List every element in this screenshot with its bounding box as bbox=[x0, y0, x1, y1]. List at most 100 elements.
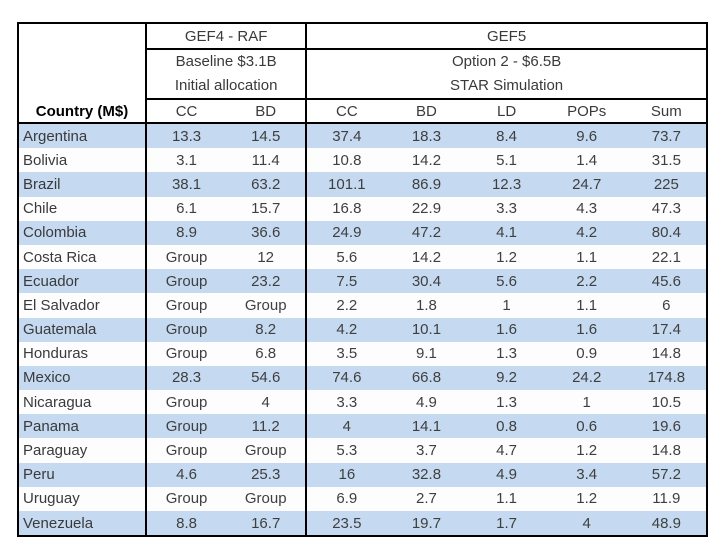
value-cell: 32.8 bbox=[386, 462, 467, 487]
value-cell: 6.1 bbox=[146, 196, 227, 221]
country-cell: Bolivia bbox=[18, 148, 147, 173]
value-cell: 57.2 bbox=[626, 462, 707, 487]
table-row: Costa Rica Group 12 5.6 14.2 1.2 1.1 22.1 bbox=[18, 244, 707, 270]
col-header-gef5-ld: LD bbox=[466, 99, 547, 124]
value-cell: 3.5 bbox=[305, 341, 387, 366]
value-cell: 225 bbox=[626, 172, 707, 197]
table-row: Mexico 28.3 54.6 74.6 66.8 9.2 24.2 174.8 bbox=[18, 365, 707, 391]
value-cell: 14.5 bbox=[226, 123, 307, 149]
value-cell: 18.3 bbox=[386, 123, 467, 149]
table-row: Guatemala Group 8.2 4.2 10.1 1.6 1.6 17.4 bbox=[18, 317, 707, 342]
value-cell: 1 bbox=[546, 390, 627, 415]
gef4-group-title: GEF4 - RAF bbox=[146, 23, 308, 50]
allocation-table: Country (M$) GEF4 - RAF GEF5 Baseline $3… bbox=[17, 22, 708, 538]
value-cell: 19.6 bbox=[626, 414, 707, 439]
value-cell: 5.6 bbox=[466, 269, 547, 294]
gef5-group-title: GEF5 bbox=[306, 23, 707, 50]
value-cell: 1.1 bbox=[546, 293, 627, 318]
value-cell: 3.3 bbox=[466, 196, 547, 221]
country-cell: Costa Rica bbox=[18, 244, 147, 270]
value-cell: 63.2 bbox=[226, 172, 307, 197]
table-row: Brazil 38.1 63.2 101.1 86.9 12.3 24.7 225 bbox=[18, 172, 707, 197]
value-cell: 8.9 bbox=[146, 220, 227, 245]
col-header-gef4-bd: BD bbox=[226, 99, 308, 124]
value-cell: 11.2 bbox=[226, 414, 307, 439]
value-cell: 24.7 bbox=[546, 172, 627, 197]
value-cell: 8.8 bbox=[146, 511, 227, 537]
country-cell: Panama bbox=[18, 414, 147, 439]
value-cell: 14.2 bbox=[386, 148, 467, 173]
value-cell: 5.3 bbox=[305, 438, 387, 463]
country-cell: El Salvador bbox=[18, 293, 147, 318]
value-cell: 0.9 bbox=[546, 341, 627, 366]
value-cell: 1.2 bbox=[546, 438, 627, 463]
value-cell: Group bbox=[146, 293, 227, 318]
table-header: Country (M$) GEF4 - RAF GEF5 Baseline $3… bbox=[18, 23, 707, 124]
gef4-baseline-label: Baseline $3.1B bbox=[175, 53, 277, 70]
value-cell: 3.4 bbox=[546, 462, 627, 487]
value-cell: 16 bbox=[305, 462, 387, 487]
value-cell: 1.3 bbox=[466, 341, 547, 366]
value-cell: 4.2 bbox=[546, 220, 627, 245]
col-header-gef4-cc: CC bbox=[146, 99, 227, 124]
gef5-group-subtitle: Option 2 - $6.5B STAR Simulation bbox=[306, 49, 707, 100]
value-cell: 7.5 bbox=[305, 269, 387, 294]
value-cell: 14.8 bbox=[626, 341, 707, 366]
value-cell: 13.3 bbox=[146, 123, 227, 149]
table-row: Ecuador Group 23.2 7.5 30.4 5.6 2.2 45.6 bbox=[18, 269, 707, 294]
value-cell: 4.6 bbox=[146, 462, 227, 487]
value-cell: Group bbox=[146, 317, 227, 342]
value-cell: 2.2 bbox=[305, 293, 387, 318]
value-cell: 17.4 bbox=[626, 317, 707, 342]
value-cell: 2.2 bbox=[546, 269, 627, 294]
value-cell: 11.4 bbox=[226, 148, 307, 173]
value-cell: Group bbox=[146, 341, 227, 366]
value-cell: 28.3 bbox=[146, 365, 227, 391]
value-cell: 45.6 bbox=[626, 269, 707, 294]
country-cell: Argentina bbox=[18, 123, 147, 149]
value-cell: 47.3 bbox=[626, 196, 707, 221]
value-cell: 14.2 bbox=[386, 244, 467, 270]
value-cell: 1.7 bbox=[466, 511, 547, 537]
value-cell: 10.5 bbox=[626, 390, 707, 415]
group-subtitle-row: Baseline $3.1B Initial allocation Option… bbox=[18, 49, 707, 100]
country-cell: Ecuador bbox=[18, 269, 147, 294]
col-header-gef5-pops: POPs bbox=[546, 99, 627, 124]
value-cell: 19.7 bbox=[386, 511, 467, 537]
value-cell: 174.8 bbox=[626, 365, 707, 391]
table-row: Nicaragua Group 4 3.3 4.9 1.3 1 10.5 bbox=[18, 390, 707, 415]
value-cell: 11.9 bbox=[626, 486, 707, 511]
value-cell: 74.6 bbox=[305, 365, 387, 391]
value-cell: 3.3 bbox=[305, 390, 387, 415]
value-cell: Group bbox=[146, 244, 227, 270]
value-cell: Group bbox=[146, 438, 227, 463]
value-cell: 4.1 bbox=[466, 220, 547, 245]
value-cell: 24.2 bbox=[546, 365, 627, 391]
value-cell: 16.8 bbox=[305, 196, 387, 221]
value-cell: 24.9 bbox=[305, 220, 387, 245]
value-cell: 1.8 bbox=[386, 293, 467, 318]
table-row: Uruguay Group Group 6.9 2.7 1.1 1.2 11.9 bbox=[18, 486, 707, 511]
gef4-allocation-label: Initial allocation bbox=[174, 77, 278, 94]
country-cell: Chile bbox=[18, 196, 147, 221]
value-cell: 4 bbox=[305, 414, 387, 439]
country-cell: Peru bbox=[18, 462, 147, 487]
gef4-group-subtitle: Baseline $3.1B Initial allocation bbox=[146, 49, 308, 100]
country-cell: Mexico bbox=[18, 365, 147, 391]
value-cell: 1.2 bbox=[466, 244, 547, 270]
table-row: Panama Group 11.2 4 14.1 0.8 0.6 19.6 bbox=[18, 414, 707, 439]
value-cell: 23.2 bbox=[226, 269, 307, 294]
value-cell: 12 bbox=[226, 244, 307, 270]
column-label-row: CC BD CC BD LD POPs Sum bbox=[18, 99, 707, 124]
value-cell: 14.8 bbox=[626, 438, 707, 463]
value-cell: 15.7 bbox=[226, 196, 307, 221]
value-cell: Group bbox=[226, 486, 307, 511]
value-cell: 1.6 bbox=[546, 317, 627, 342]
value-cell: Group bbox=[146, 414, 227, 439]
value-cell: 10.8 bbox=[305, 148, 387, 173]
value-cell: 4.3 bbox=[546, 196, 627, 221]
value-cell: 4.2 bbox=[305, 317, 387, 342]
value-cell: 9.2 bbox=[466, 365, 547, 391]
value-cell: 37.4 bbox=[305, 123, 387, 149]
table-body: Argentina 13.3 14.5 37.4 18.3 8.4 9.6 73.7 Boliv… bbox=[18, 123, 707, 537]
